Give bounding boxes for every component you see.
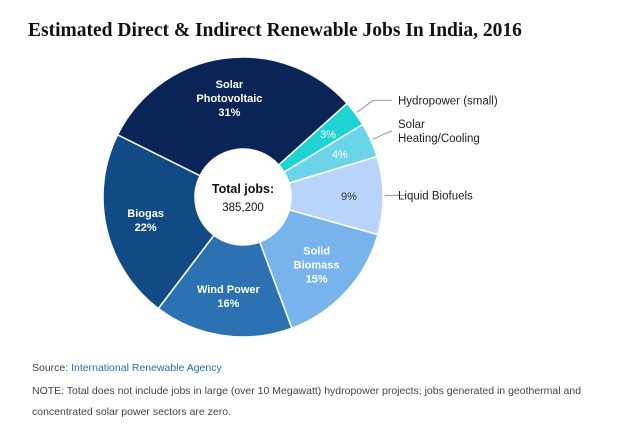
pct-label-wind-power: 16% [217, 298, 239, 310]
leader-line-hydropower-small [356, 99, 392, 113]
slice-solid-biomass[interactable] [258, 208, 379, 330]
slice-label-liquid-biofuels-line-0: Liquid Biofuels [398, 190, 473, 202]
slice-label-hydropower-small-line-0: Hydropower (small) [398, 95, 498, 107]
center-total-label: Total jobs: [212, 182, 274, 196]
slice-wind-power[interactable] [157, 234, 293, 338]
pct-label-biogas: 22% [135, 222, 157, 234]
pct-label-hydropower-small: 3% [320, 129, 336, 141]
source-line: Source: International Renewable Agency [32, 362, 222, 374]
leader-line-solar-heating-cooling [372, 130, 392, 140]
slice-biogas[interactable] [102, 133, 216, 310]
chart-title: Estimated Direct & Indirect Renewable Jo… [28, 20, 522, 41]
donut-chart: 3% Hydropower (small) 4% Solar Heating/Cooli… [102, 56, 498, 338]
slice-label-solar-heating-cooling-line-0: Solar [398, 119, 425, 131]
slice-label-solid-biomass-line-1: Biomass [294, 260, 340, 272]
pct-label-solid-biomass: 15% [306, 274, 328, 286]
footnote: NOTE: Total does not include jobs in lar… [32, 385, 582, 418]
slice-solar-photovoltaic[interactable] [116, 56, 349, 177]
source-prefix: Source: [32, 362, 72, 374]
slice-label-solid-biomass-line-0: Solid [303, 246, 330, 258]
slice-label-biogas-line-0: Biogas [127, 208, 164, 220]
slice-label-wind-power-line-0: Wind Power [197, 284, 261, 296]
pct-label-solar-photovoltaic: 31% [218, 107, 240, 119]
slice-label-solar-photovoltaic-line-1: Photovoltaic [196, 93, 262, 105]
slice-label-solar-photovoltaic-line-0: Solar [216, 79, 244, 91]
source-link[interactable]: International Renewable Agency [71, 362, 222, 374]
center-total-value: 385,200 [222, 202, 264, 214]
slice-label-solar-heating-cooling-line-1: Heating/Cooling [398, 133, 480, 145]
pct-label-solar-heating-cooling: 4% [332, 149, 348, 161]
pct-label-liquid-biofuels: 9% [341, 191, 357, 203]
